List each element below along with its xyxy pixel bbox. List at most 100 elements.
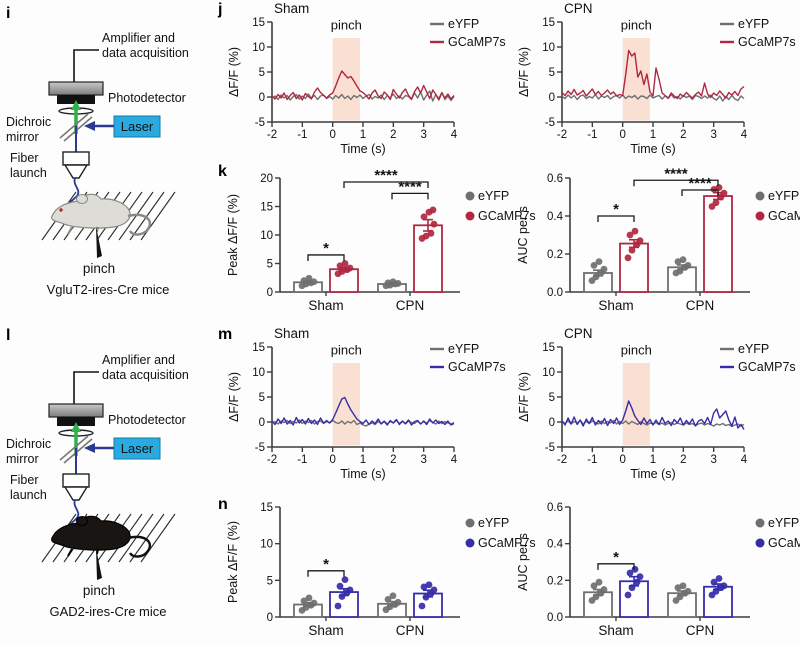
data-point — [420, 213, 428, 221]
dichroic-mirror-edge — [63, 116, 93, 142]
data-point — [628, 584, 636, 592]
laser-beam-arrowhead — [84, 121, 95, 131]
data-point — [422, 593, 430, 601]
caption-vglut2-mice: VgluT2-ires-Cre mice — [46, 282, 170, 297]
y-tick-label: 0 — [259, 92, 265, 104]
y-tick-label: 20 — [260, 173, 273, 185]
legend-label-gcamp7s: GCaMP7s — [738, 360, 796, 374]
y-tick-label: 0 — [259, 417, 265, 429]
x-tick-label: -1 — [587, 454, 597, 466]
trace-eyfp — [271, 90, 455, 102]
data-point — [429, 206, 437, 214]
x-tick-label: -1 — [297, 129, 307, 141]
pinch-label: pinch — [83, 583, 115, 598]
legend-label-eyfp: eYFP — [448, 342, 479, 356]
data-point — [341, 260, 349, 267]
pinch-shaded-region — [332, 363, 360, 446]
x-tick-label: 1 — [650, 129, 656, 141]
chart-m-sham-trace: pinch Sham -5 0 5 10 15 -2 -1 0 1 2 3 4 ΔF/F (%) Time (… — [227, 326, 506, 481]
data-point — [679, 582, 687, 590]
dichroic-mirror-edge — [63, 438, 93, 464]
data-point — [715, 184, 723, 191]
significance-bracket — [307, 570, 345, 577]
x-tick-label: 2 — [680, 129, 686, 141]
fiber-label-line2: launch — [10, 166, 47, 180]
significance-stars: * — [613, 201, 619, 218]
x-tick-label: -1 — [297, 454, 307, 466]
y-tick-label: 15 — [542, 17, 555, 29]
trace-gcamp7s — [271, 70, 455, 101]
pinch-shaded-region — [622, 363, 650, 446]
data-point — [595, 578, 603, 586]
legend-label-eyfp: eYFP — [738, 342, 769, 356]
data-point — [310, 599, 318, 607]
y-tick-label: 10 — [252, 42, 265, 54]
data-point — [590, 262, 598, 269]
fiber-launch-cone — [63, 164, 89, 179]
y-tick-label: 10 — [260, 230, 273, 242]
data-point — [430, 586, 438, 594]
x-tick-label: 0 — [619, 129, 625, 141]
data-point — [341, 576, 349, 583]
legend-swatch-gcamp7s — [755, 538, 765, 548]
legend-swatch-gcamp7s — [465, 211, 475, 221]
x-tick-label: 1 — [360, 129, 366, 141]
significance-stars: **** — [688, 175, 712, 192]
data-point — [628, 246, 636, 254]
panel-label-m: m — [218, 326, 233, 343]
trace-gcamp7s — [561, 400, 745, 430]
dichroic-label-line2: mirror — [6, 452, 39, 466]
significance-bracket — [681, 189, 719, 196]
y-tick-label: 15 — [252, 17, 265, 29]
y-tick-label: 10 — [260, 539, 273, 551]
x-tick-label: 1 — [360, 454, 366, 466]
significance-bracket — [307, 254, 345, 261]
y-tick-label: 10 — [252, 367, 265, 379]
data-point — [631, 227, 639, 235]
mouse-hind-paw — [96, 226, 99, 233]
significance-stars: * — [613, 549, 619, 566]
pinch-shaded-region — [332, 38, 360, 121]
mouse-tail — [127, 535, 152, 558]
chart-title: CPN — [564, 326, 593, 341]
panel-label-l: l — [6, 327, 11, 344]
x-axis-label: Time (s) — [340, 467, 385, 481]
amplifier-connector-line — [73, 49, 99, 82]
significance-stars: **** — [398, 178, 422, 195]
chart-n-auc-bars: 0.0 0.2 0.4 0.6 AUC per s * Sham CPN eYFP GCaMP7s — [516, 502, 800, 638]
y-tick-label: 5 — [549, 392, 555, 404]
x-tick-label: 2 — [680, 454, 686, 466]
category-label-sham: Sham — [308, 298, 343, 313]
x-tick-label: -1 — [587, 129, 597, 141]
y-axis-label: AUC per s — [516, 206, 530, 264]
legend-label-eyfp: eYFP — [478, 189, 509, 203]
data-point — [389, 592, 397, 600]
data-point — [338, 593, 346, 600]
mouse-body — [51, 193, 131, 229]
x-tick-label: 3 — [420, 454, 426, 466]
significance-bracket — [343, 181, 429, 188]
data-point — [715, 575, 723, 582]
y-tick-label: 15 — [260, 202, 273, 214]
trace-gcamp7s — [561, 49, 745, 100]
category-label-cpn: CPN — [686, 623, 715, 638]
fiber-label-line2: launch — [10, 488, 47, 502]
data-point — [592, 273, 600, 281]
y-tick-label: -5 — [545, 117, 555, 129]
data-point — [626, 569, 634, 577]
x-axis-label: Time (s) — [630, 142, 675, 156]
y-axis-label: ΔF/F (%) — [227, 372, 241, 422]
data-point — [626, 231, 634, 239]
y-tick-label: 0.4 — [547, 211, 564, 223]
amplifier-label-line2: data acquisition — [102, 46, 189, 60]
pinch-forceps — [96, 548, 102, 580]
category-label-sham: Sham — [308, 623, 343, 638]
pinch-forceps — [96, 226, 102, 258]
y-axis-label: ΔF/F (%) — [517, 47, 531, 97]
significance-bracket — [597, 563, 635, 570]
legend-label-gcamp7s: GCaMP7s — [448, 360, 506, 374]
